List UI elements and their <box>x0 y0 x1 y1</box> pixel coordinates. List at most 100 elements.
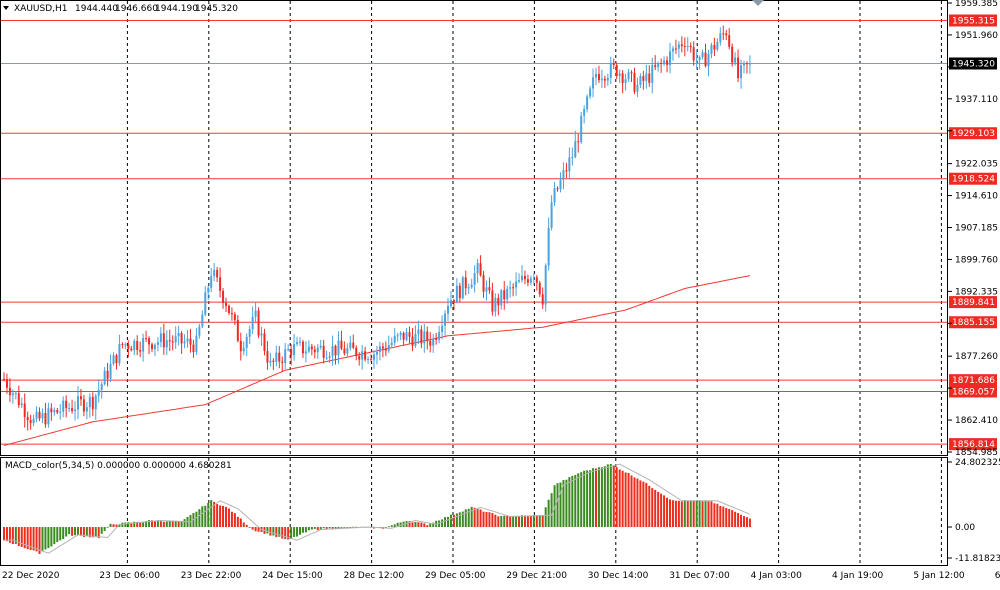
macd-bar <box>171 521 174 528</box>
macd-layer <box>3 463 751 555</box>
candle-body <box>32 418 35 424</box>
macd-bar <box>538 514 541 528</box>
candle-body <box>100 384 103 390</box>
macd-bar <box>503 515 506 528</box>
macd-bar <box>153 521 156 528</box>
candle-body <box>666 60 669 65</box>
x-tick-label: 29 Dec 05:00 <box>425 571 486 581</box>
macd-bar <box>177 521 180 528</box>
macd-bar <box>698 500 701 528</box>
macd-bar <box>674 500 677 528</box>
candle-body <box>458 285 461 299</box>
y-tick-label: 1951.960 <box>955 31 998 41</box>
macd-bar <box>568 477 571 528</box>
macd-bar <box>85 527 88 537</box>
candle-body <box>145 338 148 340</box>
candle-body <box>299 341 301 343</box>
macd-bar <box>544 507 547 528</box>
macd-bar <box>411 522 414 528</box>
macd-bar <box>609 463 612 528</box>
level-label-box <box>949 296 997 309</box>
level-label-box <box>949 316 997 329</box>
candle-body <box>124 344 127 346</box>
candle-body <box>663 60 666 64</box>
macd-bar <box>624 472 627 528</box>
candle-body <box>538 282 541 295</box>
macd-bar <box>677 500 680 528</box>
macd-bar <box>467 508 470 528</box>
macd-bar <box>284 527 287 539</box>
candle-body <box>269 360 272 363</box>
candle-body <box>364 351 367 360</box>
candle-body <box>609 63 612 78</box>
x-tick-label: 28 Dec 12:00 <box>344 571 405 581</box>
candle-body <box>204 292 207 315</box>
macd-bar <box>281 527 284 539</box>
macd-bar <box>233 513 236 528</box>
candle-body <box>325 357 328 359</box>
macd-bar <box>651 488 654 528</box>
candle-body <box>44 413 47 425</box>
candle-body <box>621 73 624 84</box>
macd-bar <box>612 465 615 528</box>
macd-bar <box>562 480 565 528</box>
macd-bar <box>127 522 130 528</box>
macd-bar <box>68 527 71 535</box>
macd-bar <box>56 527 59 542</box>
current-price-box <box>949 57 997 70</box>
macd-bar <box>701 501 704 528</box>
candle-body <box>589 88 592 97</box>
macd-bar <box>11 527 14 545</box>
macd-bar <box>748 518 751 528</box>
macd-bar <box>642 481 645 528</box>
macd-bar <box>245 524 248 528</box>
candle-body <box>171 341 174 343</box>
macd-bar <box>521 515 523 528</box>
macd-bar <box>290 527 293 539</box>
y-tick-label: 1854.985 <box>955 448 998 458</box>
macd-bar <box>77 527 79 536</box>
x-tick-label: 5 Jan 12:00 <box>913 571 965 581</box>
collapse-triangle-icon[interactable] <box>3 6 9 10</box>
shift-marker-icon[interactable] <box>752 0 764 6</box>
candle-body <box>112 355 115 364</box>
macd-bar <box>618 469 621 528</box>
macd-bar <box>227 508 230 528</box>
candle-body <box>420 329 423 344</box>
macd-bar <box>722 506 725 528</box>
macd-bar <box>630 475 633 528</box>
candle-body <box>322 345 325 358</box>
macd-bar <box>210 500 213 528</box>
candle-body <box>177 332 180 337</box>
macd-bar <box>745 517 748 528</box>
candle-body <box>390 342 393 346</box>
macd-bar <box>704 500 707 528</box>
candle-body <box>337 340 340 356</box>
candle-body <box>526 279 529 283</box>
candle-body <box>77 396 79 410</box>
macd-bar <box>304 527 307 533</box>
candle-body <box>556 188 559 190</box>
candle-body <box>529 278 532 283</box>
candle-body <box>310 346 313 350</box>
candle-body <box>500 290 503 306</box>
macd-bar <box>441 519 444 528</box>
candle-body <box>689 45 692 48</box>
candle-body <box>148 338 151 345</box>
candle-body <box>370 358 373 360</box>
candle-body <box>242 347 245 352</box>
candle-body <box>85 407 88 412</box>
candle-body <box>648 73 651 83</box>
macd-bar <box>600 467 603 528</box>
macd-bar <box>526 515 529 528</box>
macd-bar <box>583 470 586 528</box>
level-label: 1929.103 <box>952 129 995 139</box>
candle-body <box>571 157 574 159</box>
candle-body <box>331 345 334 357</box>
candle-body <box>455 285 458 303</box>
candle-body <box>674 48 677 50</box>
macd-bar <box>473 507 476 528</box>
candle-body <box>50 408 53 413</box>
candle-body <box>213 269 216 277</box>
